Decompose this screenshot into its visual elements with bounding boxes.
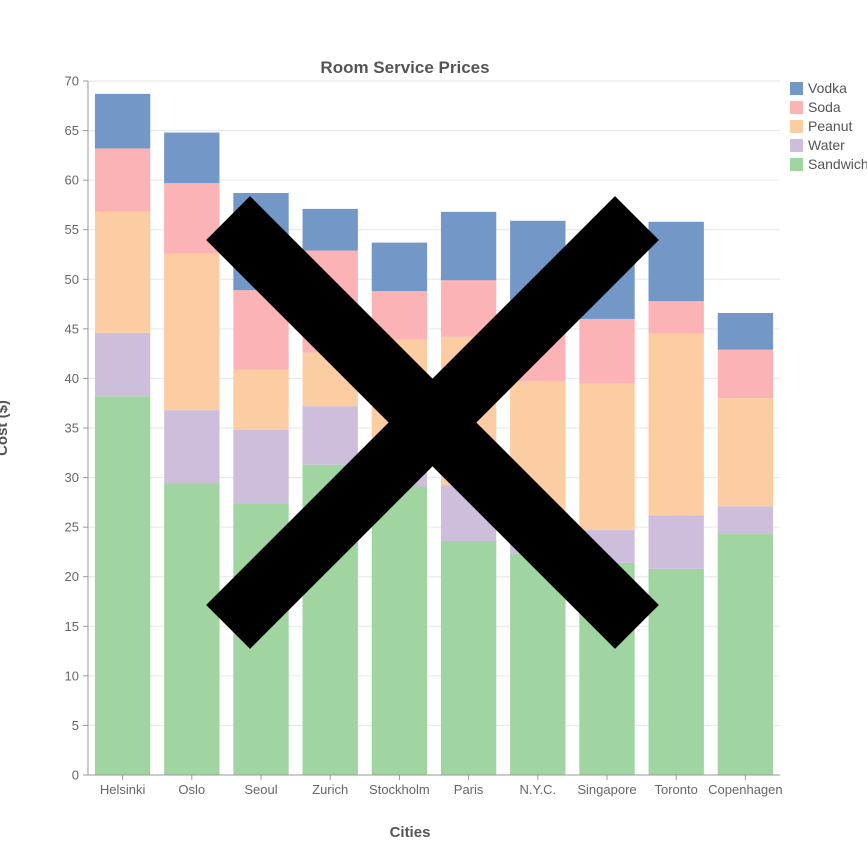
y-tick-label: 65 bbox=[65, 123, 79, 138]
y-tick-label: 55 bbox=[65, 222, 79, 237]
bar-soda-singapore bbox=[579, 318, 635, 384]
y-tick-label: 50 bbox=[65, 272, 79, 287]
x-tick-label: Oslo bbox=[178, 782, 205, 797]
bar-soda-copenhagen bbox=[717, 349, 774, 399]
bar-sandwich-oslo bbox=[164, 483, 220, 775]
x-tick-label: N.Y.C. bbox=[519, 782, 556, 797]
y-tick-label: 25 bbox=[65, 520, 79, 535]
y-tick-label: 10 bbox=[65, 668, 79, 683]
bar-peanut-oslo bbox=[164, 253, 220, 411]
x-tick-label: Seoul bbox=[244, 782, 277, 797]
bar-peanut-copenhagen bbox=[717, 398, 774, 507]
x-cross-icon bbox=[206, 196, 659, 649]
bar-vodka-helsinki bbox=[94, 93, 151, 149]
legend-swatch-vodka bbox=[790, 82, 803, 95]
bar-vodka-stockholm bbox=[371, 242, 428, 292]
legend-label-soda: Soda bbox=[808, 99, 841, 115]
x-tick-label: Singapore bbox=[577, 782, 636, 797]
bar-peanut-toronto bbox=[648, 333, 704, 516]
y-axis-title: Cost ($) bbox=[0, 400, 11, 456]
bar-soda-helsinki bbox=[94, 148, 151, 212]
legend-swatch-sandwich bbox=[790, 158, 803, 171]
x-tick-label: Copenhagen bbox=[708, 782, 782, 797]
bar-sandwich-copenhagen bbox=[717, 534, 774, 775]
y-tick-label: 45 bbox=[65, 321, 79, 336]
bar-water-seoul bbox=[233, 429, 289, 504]
bar-vodka-toronto bbox=[648, 221, 704, 302]
y-ticks: 0 5 10 15 20 25 30 35 40 45 50 55 60 65 70 bbox=[65, 74, 88, 783]
legend-label-vodka: Vodka bbox=[808, 80, 847, 96]
bar-vodka-paris bbox=[440, 211, 497, 281]
legend-label-sandwich: Sandwich bbox=[808, 156, 867, 172]
bar-soda-toronto bbox=[648, 301, 704, 334]
x-tick-label: Helsinki bbox=[100, 782, 146, 797]
legend-swatch-soda bbox=[790, 101, 803, 114]
y-tick-label: 0 bbox=[72, 768, 79, 783]
bar-peanut-helsinki bbox=[94, 211, 151, 333]
bar-sandwich-paris bbox=[440, 541, 497, 775]
bar-water-copenhagen bbox=[717, 506, 774, 535]
bar-water-oslo bbox=[164, 410, 220, 484]
bar-sandwich-nyc bbox=[510, 553, 566, 775]
chart-title: Room Service Prices bbox=[320, 58, 489, 77]
x-tick-label: Zurich bbox=[312, 782, 348, 797]
bar-peanut-seoul bbox=[233, 369, 289, 430]
legend-label-peanut: Peanut bbox=[808, 118, 852, 134]
x-tick-label: Paris bbox=[454, 782, 484, 797]
y-tick-label: 35 bbox=[65, 421, 79, 436]
y-tick-label: 60 bbox=[65, 173, 79, 188]
bar-sandwich-toronto bbox=[648, 568, 704, 775]
y-tick-label: 15 bbox=[65, 619, 79, 634]
bar-peanut-singapore bbox=[579, 383, 635, 531]
y-tick-label: 5 bbox=[72, 718, 79, 733]
legend-swatch-water bbox=[790, 139, 803, 152]
bar-water-helsinki bbox=[94, 332, 151, 397]
legend-label-water: Water bbox=[808, 137, 845, 153]
legend: Vodka Soda Peanut Water Sandwich bbox=[790, 80, 867, 172]
x-tick-label: Stockholm bbox=[369, 782, 430, 797]
legend-swatch-peanut bbox=[790, 120, 803, 133]
bar-vodka-copenhagen bbox=[717, 312, 774, 350]
bar-water-toronto bbox=[648, 515, 704, 569]
bar-sandwich-stockholm bbox=[371, 486, 428, 775]
x-axis-title: Cities bbox=[390, 824, 431, 841]
bar-vodka-zurich bbox=[302, 208, 358, 251]
bar-vodka-oslo bbox=[164, 132, 220, 184]
y-tick-label: 40 bbox=[65, 371, 79, 386]
x-ticks: Helsinki Oslo Seoul Zurich Stockholm Paris N.Y… bbox=[100, 775, 783, 797]
x-tick-label: Toronto bbox=[655, 782, 698, 797]
bar-water-zurich bbox=[302, 406, 358, 465]
bar-sandwich-helsinki bbox=[94, 396, 151, 775]
y-tick-label: 20 bbox=[65, 569, 79, 584]
y-tick-label: 30 bbox=[65, 470, 79, 485]
y-tick-label: 70 bbox=[65, 74, 79, 89]
